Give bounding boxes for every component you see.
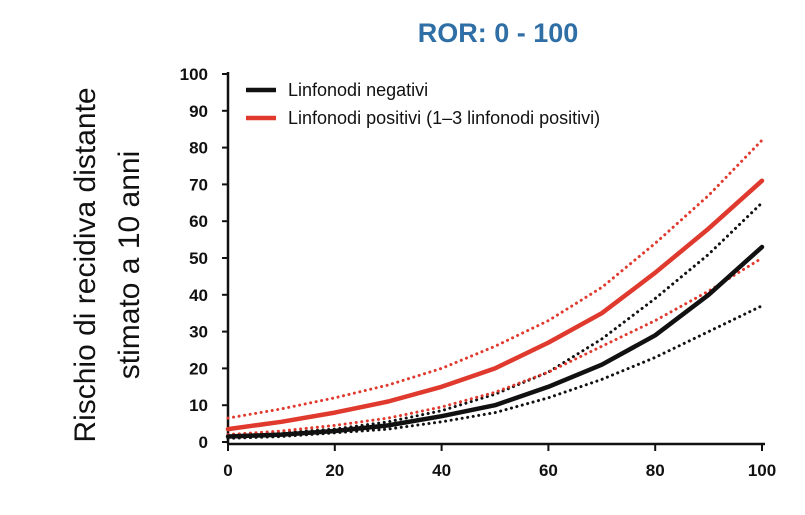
y-tick-label: 70 [189, 175, 208, 194]
legend-label-1: Linfonodi positivi (1–3 linfonodi positi… [288, 108, 600, 128]
y-tick-label: 10 [189, 396, 208, 415]
confidence-band-line-2 [226, 201, 764, 437]
series-layer [225, 138, 765, 440]
y-tick-label: 60 [189, 212, 208, 231]
x-tick-label: 100 [748, 461, 776, 480]
x-tick-label: 60 [539, 461, 558, 480]
x-tick-label: 40 [432, 461, 451, 480]
y-tick-label: 40 [189, 286, 208, 305]
confidence-band-line-5 [226, 256, 764, 437]
y-tick-label: 30 [189, 323, 208, 342]
chart-title: ROR: 0 - 100 [418, 18, 579, 48]
legend: Linfonodi negativi Linfonodi positivi (1–… [246, 80, 600, 128]
y-tick-label: 80 [189, 139, 208, 158]
y-axis-label: Rischio di recidiva distante stimato a 1… [69, 87, 146, 442]
series-line-1 [225, 178, 765, 432]
legend-label-0: Linfonodi negativi [288, 80, 428, 100]
series-line-0 [225, 244, 765, 439]
y-tick-label: 100 [180, 65, 208, 84]
y-tick-label: 20 [189, 359, 208, 378]
y-tick-label: 50 [189, 249, 208, 268]
y-tick-label: 90 [189, 102, 208, 121]
confidence-band-line-4 [226, 138, 764, 420]
x-tick-label: 20 [325, 461, 344, 480]
y-axis-label-line-1: Rischio di recidiva distante [69, 87, 102, 442]
x-axis-ticks: 0 20 40 60 80 100 [223, 444, 776, 480]
y-tick-label: 0 [199, 433, 208, 452]
y-axis-label-line-2: stimato a 10 anni [113, 151, 146, 379]
x-tick-label: 0 [223, 461, 232, 480]
y-axis-ticks: 0 10 20 30 40 50 60 70 80 90 100 [180, 65, 228, 452]
x-tick-label: 80 [646, 461, 665, 480]
